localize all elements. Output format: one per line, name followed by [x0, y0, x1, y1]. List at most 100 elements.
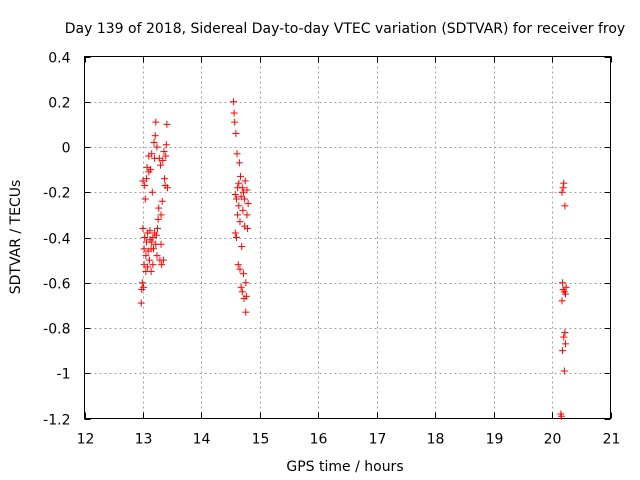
axis-ticks	[84, 56, 612, 420]
data-point	[239, 188, 247, 196]
data-point	[560, 179, 568, 187]
data-point	[146, 227, 154, 235]
data-point	[162, 141, 170, 149]
data-point	[237, 193, 245, 201]
y-tick-label: 0.4	[48, 51, 70, 67]
data-point	[155, 154, 163, 162]
data-point	[141, 195, 149, 203]
data-point	[154, 215, 162, 223]
data-point	[149, 261, 157, 269]
x-tick-label: 15	[252, 432, 270, 448]
data-point	[152, 118, 160, 126]
data-point	[238, 184, 246, 192]
data-point	[156, 161, 164, 169]
grid-lines	[84, 56, 611, 419]
chart-title: Day 139 of 2018, Sidereal Day-to-day VTE…	[65, 21, 625, 37]
data-point	[235, 159, 243, 167]
data-point	[147, 166, 155, 174]
data-point	[137, 299, 145, 307]
data-point	[560, 367, 568, 375]
data-point	[242, 308, 250, 316]
data-points	[137, 98, 570, 420]
data-point	[241, 177, 249, 185]
y-tick-label: -1	[57, 367, 71, 383]
data-point	[561, 202, 569, 210]
data-point	[158, 197, 166, 205]
data-point	[243, 186, 251, 194]
data-point	[558, 188, 566, 196]
data-point	[559, 279, 567, 287]
data-point	[153, 252, 161, 260]
data-point	[142, 175, 150, 183]
data-point	[139, 177, 147, 185]
x-axis-label: GPS time / hours	[286, 459, 403, 475]
data-point	[155, 204, 163, 212]
data-point	[561, 329, 569, 337]
x-tick-label: 18	[427, 432, 445, 448]
data-point	[141, 234, 149, 241]
data-point	[153, 143, 161, 151]
y-tick-label: -0.8	[43, 322, 70, 338]
data-point	[231, 229, 239, 237]
x-tick-label: 19	[486, 432, 504, 448]
data-point	[557, 412, 565, 420]
data-point	[140, 283, 148, 291]
data-point	[162, 152, 170, 160]
data-point	[157, 211, 165, 219]
data-point	[236, 265, 244, 273]
data-point	[154, 224, 162, 232]
data-point	[161, 175, 169, 183]
data-point	[232, 129, 240, 137]
data-point	[233, 150, 241, 158]
y-tick-label: -0.2	[43, 186, 70, 202]
y-tick-label: -0.6	[43, 277, 70, 293]
x-tick-label: 20	[544, 432, 562, 448]
data-point	[141, 181, 149, 189]
data-point	[149, 234, 157, 241]
data-point	[232, 234, 240, 241]
data-point	[231, 118, 239, 126]
y-tick-label: 0.2	[48, 96, 70, 112]
y-tick-labels: 0.4 0.2 0 -0.2 -0.4 -0.6 -0.8 -1 -1.2	[43, 51, 70, 429]
data-point	[163, 120, 171, 128]
data-point	[235, 202, 243, 210]
data-point	[159, 256, 167, 264]
plot-frame	[84, 56, 611, 419]
data-point	[237, 283, 245, 291]
data-point	[157, 240, 165, 248]
data-point	[140, 245, 148, 253]
data-point	[159, 157, 167, 165]
data-point	[148, 238, 156, 246]
data-point	[230, 109, 238, 117]
x-tick-labels: 12 13 14 15 16 17 18 19 20 21	[77, 432, 621, 448]
data-point	[149, 245, 157, 253]
x-tick-label: 16	[310, 432, 328, 448]
data-point	[142, 252, 150, 260]
y-tick-label: -0.4	[43, 232, 70, 248]
data-point	[239, 270, 247, 278]
data-point	[147, 267, 155, 275]
data-point	[242, 292, 250, 300]
x-tick-label: 12	[77, 432, 95, 448]
data-point	[561, 290, 569, 298]
data-point	[150, 138, 158, 146]
data-point	[244, 200, 252, 208]
data-point	[232, 195, 240, 203]
data-point	[561, 340, 569, 348]
data-point	[163, 184, 171, 192]
data-point	[160, 148, 168, 156]
data-point	[235, 179, 243, 187]
x-tick-label: 17	[369, 432, 387, 448]
data-point	[234, 261, 242, 269]
data-point	[560, 333, 568, 341]
data-point	[144, 263, 152, 271]
data-point	[148, 188, 156, 196]
data-point	[145, 256, 153, 264]
data-point	[158, 261, 166, 269]
data-point	[143, 163, 151, 171]
data-point	[138, 279, 146, 287]
data-point	[562, 283, 570, 291]
data-point	[148, 150, 156, 158]
data-point	[238, 243, 246, 251]
data-point	[234, 211, 242, 219]
